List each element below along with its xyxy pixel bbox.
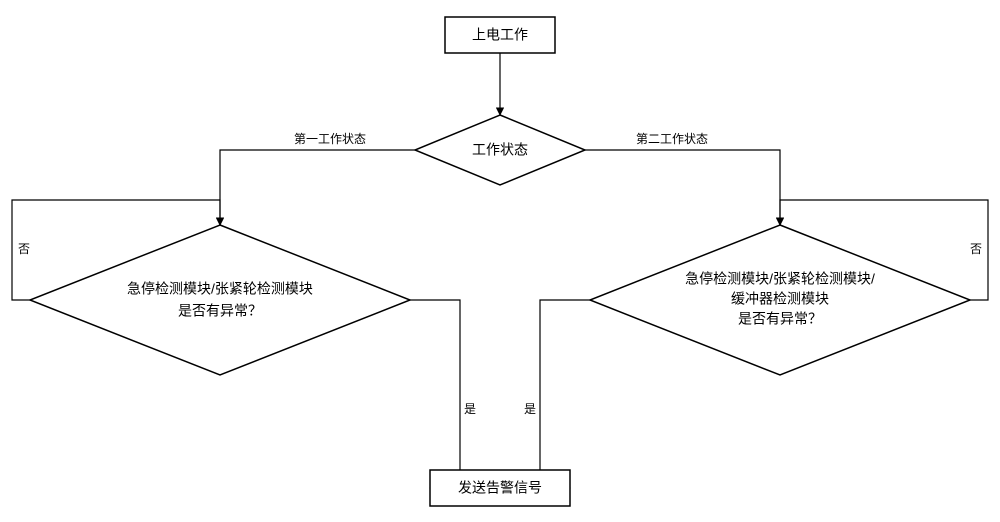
node-state-label: 工作状态 [472, 142, 528, 158]
node-alarm-label: 发送告警信号 [458, 480, 542, 496]
node-left-check [30, 225, 410, 375]
edge-left-yes [410, 300, 460, 488]
node-right-check-line1: 急停检测模块/张紧轮检测模块/ [685, 271, 875, 287]
node-left-check-line2: 是否有异常？ [178, 303, 262, 319]
edge-right-yes-label: 是 [524, 402, 536, 416]
edge-left-yes-label: 是 [464, 402, 476, 416]
edge-state-to-left [220, 150, 415, 225]
edge-state-to-left-label: 第一工作状态 [294, 132, 366, 146]
edge-state-to-right [585, 150, 780, 225]
edge-right-yes [540, 300, 590, 488]
node-right-check-line2: 缓冲器检测模块 [731, 291, 829, 307]
node-start-label: 上电工作 [472, 27, 528, 43]
edge-left-no-label: 否 [18, 242, 30, 256]
node-left-check-line1: 急停检测模块/张紧轮检测模块 [127, 281, 313, 297]
node-right-check-line3: 是否有异常？ [738, 311, 822, 327]
edge-state-to-right-label: 第二工作状态 [636, 132, 708, 146]
edge-right-no-label: 否 [970, 242, 982, 256]
